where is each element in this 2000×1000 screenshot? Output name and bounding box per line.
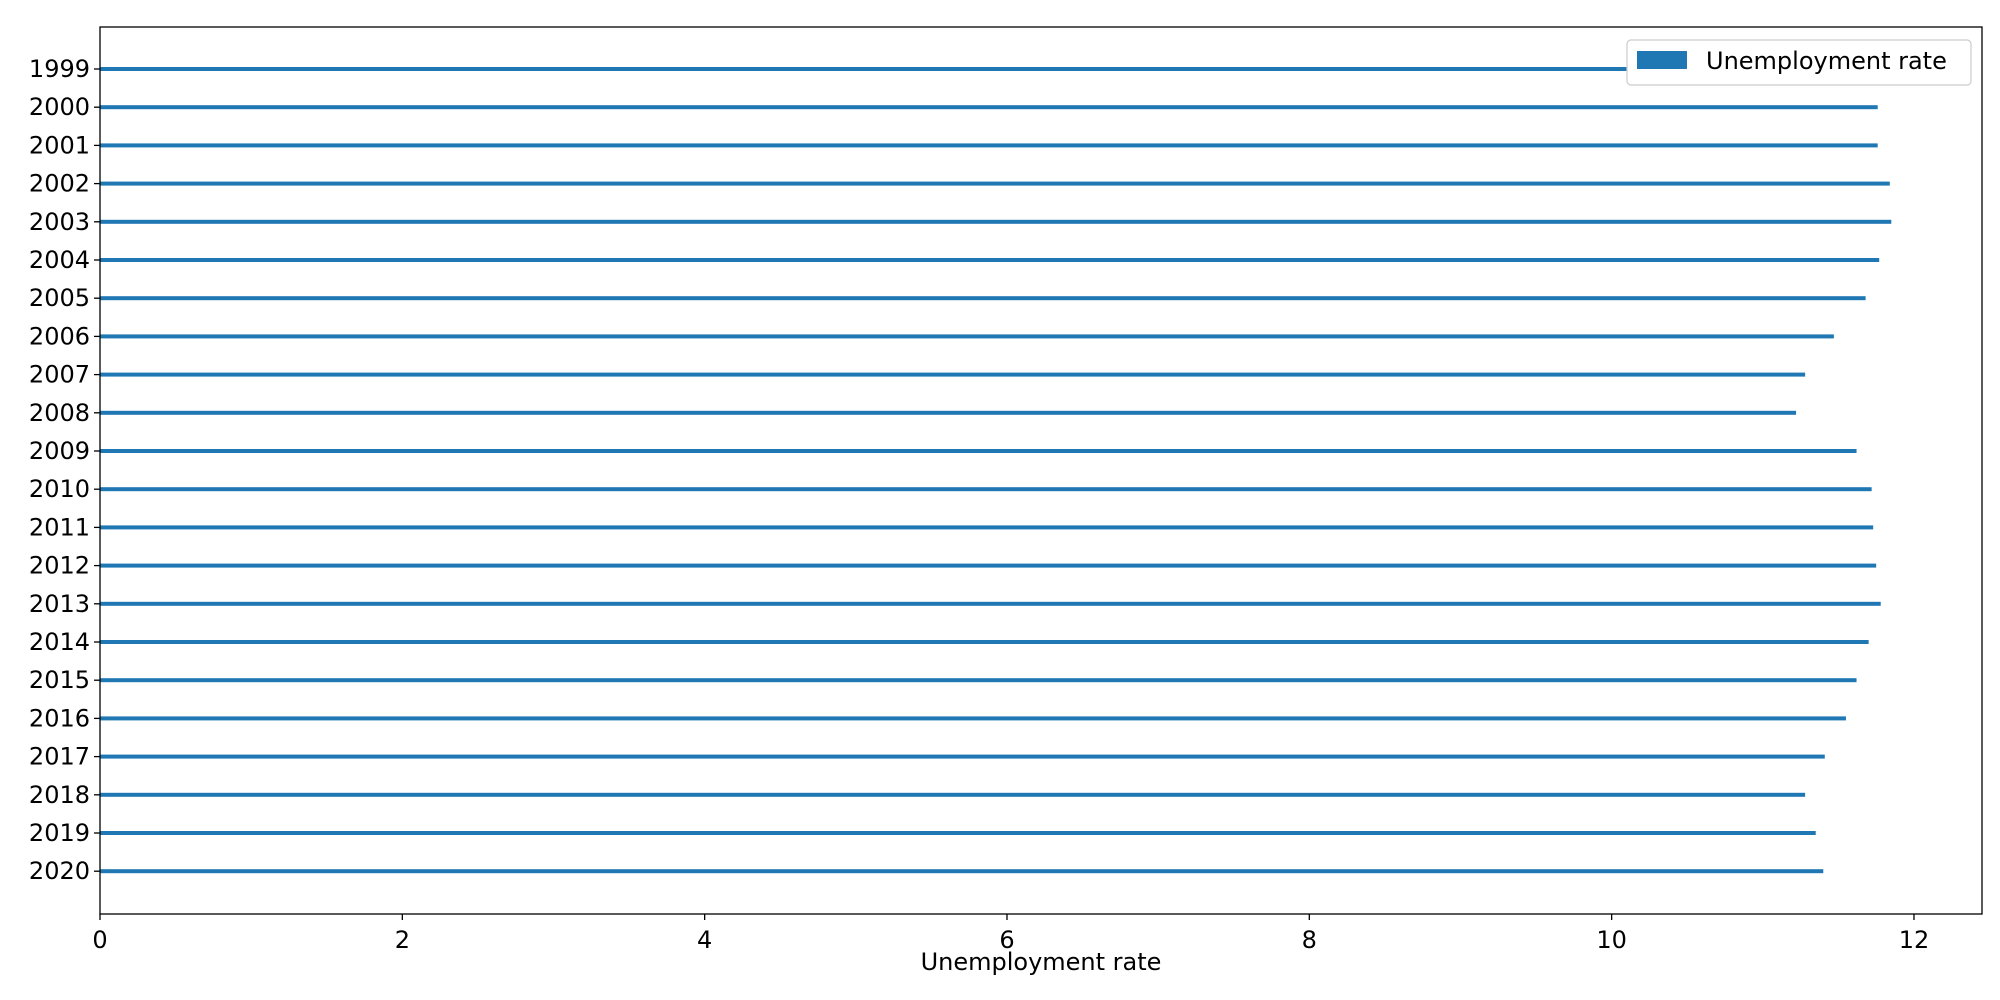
bar-1999 xyxy=(100,67,1892,71)
y-tick-label-2004: 2004 xyxy=(29,246,90,274)
bar-2016 xyxy=(100,716,1846,721)
bar-2001 xyxy=(100,143,1878,148)
y-tick-label-2020: 2020 xyxy=(29,857,90,885)
y-tick-label-2012: 2012 xyxy=(29,552,90,580)
y-tick-label-2014: 2014 xyxy=(29,628,90,656)
y-tick-label-2003: 2003 xyxy=(29,208,90,236)
x-tick-label-0: 0 xyxy=(92,926,107,954)
legend-label: Unemployment rate xyxy=(1706,47,1947,75)
x-tick-label-8: 8 xyxy=(1302,926,1317,954)
bar-2010 xyxy=(100,487,1872,492)
y-tick-label-2002: 2002 xyxy=(29,170,90,198)
bar-2004 xyxy=(100,258,1880,262)
y-tick-label-2013: 2013 xyxy=(29,590,90,618)
y-tick-label-2005: 2005 xyxy=(29,284,90,312)
legend-swatch xyxy=(1637,51,1687,69)
bar-2020 xyxy=(100,869,1824,874)
bar-2000 xyxy=(100,105,1878,110)
legend: Unemployment rate xyxy=(1626,39,1972,86)
y-tick-label-2016: 2016 xyxy=(29,704,90,732)
y-tick-labels: 1999 2000 2001 2002 2003 2004 2005 2006 2007 2008… xyxy=(29,55,100,885)
y-tick-label-2000: 2000 xyxy=(29,93,90,121)
y-tick-label-2015: 2015 xyxy=(29,666,90,694)
bar-2014 xyxy=(100,640,1869,644)
y-tick-label-2010: 2010 xyxy=(29,475,90,503)
x-axis-label: Unemployment rate xyxy=(921,948,1162,976)
bar-2013 xyxy=(100,601,1881,606)
x-tick-label-12: 12 xyxy=(1899,926,1930,954)
bar-2007 xyxy=(100,372,1806,377)
bar-2019 xyxy=(100,831,1816,835)
x-tick-label-4: 4 xyxy=(697,926,712,954)
x-tick-label-6: 6 xyxy=(999,926,1014,954)
bars-group xyxy=(100,67,1892,874)
bar-2009 xyxy=(100,449,1857,453)
x-ticks: 0 2 4 6 8 10 12 xyxy=(92,914,1929,954)
y-tick-label-2001: 2001 xyxy=(29,131,90,159)
y-tick-label-2009: 2009 xyxy=(29,437,90,465)
bar-2005 xyxy=(100,296,1866,301)
legend-box xyxy=(1626,39,1972,86)
bar-2003 xyxy=(100,219,1892,224)
bar-2018 xyxy=(100,792,1806,797)
y-tick-label-2007: 2007 xyxy=(29,361,90,389)
y-tick-label-2018: 2018 xyxy=(29,781,90,809)
bar-2015 xyxy=(100,678,1857,683)
x-tick-label-10: 10 xyxy=(1596,926,1627,954)
y-tick-label-2006: 2006 xyxy=(29,322,90,350)
bar-2002 xyxy=(100,181,1890,186)
bar-2008 xyxy=(100,410,1797,415)
y-tick-label-1999: 1999 xyxy=(29,55,90,83)
plot-frame xyxy=(99,26,1983,915)
y-tick-label-2019: 2019 xyxy=(29,819,90,847)
bar-2017 xyxy=(100,754,1825,759)
bar-2011 xyxy=(100,525,1874,530)
y-tick-label-2011: 2011 xyxy=(29,513,90,541)
bar-2006 xyxy=(100,334,1834,339)
bar-2012 xyxy=(100,563,1877,568)
y-tick-label-2017: 2017 xyxy=(29,743,90,771)
y-tick-label-2008: 2008 xyxy=(29,399,90,427)
x-tick-label-2: 2 xyxy=(395,926,410,954)
